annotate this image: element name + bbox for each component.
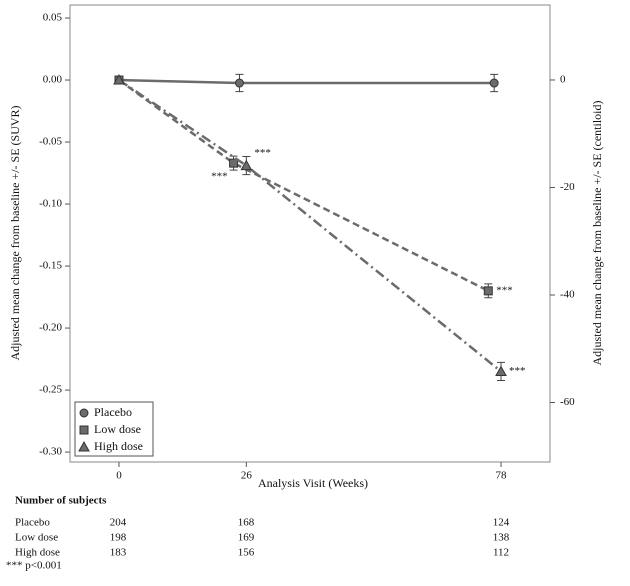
table-cell: 138	[493, 532, 510, 544]
table-cell: 168	[238, 517, 255, 529]
point-label: ***	[254, 147, 271, 159]
table-cell: High dose	[15, 547, 60, 559]
y2-axis-label: Adjusted mean change from baseline +/- S…	[590, 100, 604, 365]
point-label: ***	[509, 365, 525, 377]
point-label: ***	[211, 171, 228, 183]
plot-frame	[69, 4, 551, 463]
legend-marker	[78, 440, 90, 452]
x-tick-label: 26	[241, 470, 253, 482]
marker	[240, 159, 253, 171]
table-cell: 204	[110, 517, 127, 529]
point-label: ***	[496, 284, 513, 296]
y2-tick-label: -20	[560, 181, 575, 193]
footnote: *** p<0.001	[6, 560, 62, 572]
table-cell: 198	[110, 532, 127, 544]
series-line	[118, 79, 489, 292]
x-tick-label: 0	[116, 470, 122, 482]
y-tick-label: -0.30	[39, 446, 62, 458]
legend-label: Low dose	[94, 422, 141, 436]
y-tick-label: -0.10	[39, 198, 62, 210]
marker	[489, 78, 499, 88]
y2-tick-label: -40	[560, 289, 575, 301]
table-cell: 156	[238, 547, 255, 559]
legend-label: High dose	[94, 439, 143, 453]
y2-tick-label: 0	[560, 74, 566, 86]
marker	[234, 78, 244, 88]
y-tick-label: -0.20	[39, 322, 62, 334]
table-cell: 169	[238, 532, 255, 544]
series-line	[118, 78, 502, 373]
y-axis-label: Adjusted mean change from baseline +/- S…	[8, 105, 22, 360]
legend-marker	[79, 425, 89, 435]
table-cell: Placebo	[15, 517, 50, 529]
x-axis-label: Analysis Visit (Weeks)	[258, 476, 368, 490]
marker	[113, 74, 125, 85]
y-tick-label: 0.00	[43, 74, 63, 86]
series-line	[118, 78, 495, 85]
legend-marker	[79, 408, 89, 418]
table-cell: Low dose	[15, 532, 58, 544]
table-title: Number of subjects	[15, 495, 107, 507]
table-cell: 124	[493, 517, 510, 529]
x-tick-label: 78	[496, 470, 508, 482]
y2-tick-label: -60	[560, 396, 575, 408]
table-cell: 183	[110, 547, 127, 559]
marker	[483, 286, 493, 296]
legend-label: Placebo	[94, 405, 132, 419]
marker	[495, 365, 507, 376]
table-cell: 112	[493, 547, 509, 559]
y-tick-label: 0.05	[43, 12, 63, 24]
y-tick-label: -0.15	[39, 260, 62, 272]
marker	[229, 158, 239, 168]
y-tick-label: -0.05	[39, 136, 62, 148]
y-tick-label: -0.25	[39, 384, 62, 396]
